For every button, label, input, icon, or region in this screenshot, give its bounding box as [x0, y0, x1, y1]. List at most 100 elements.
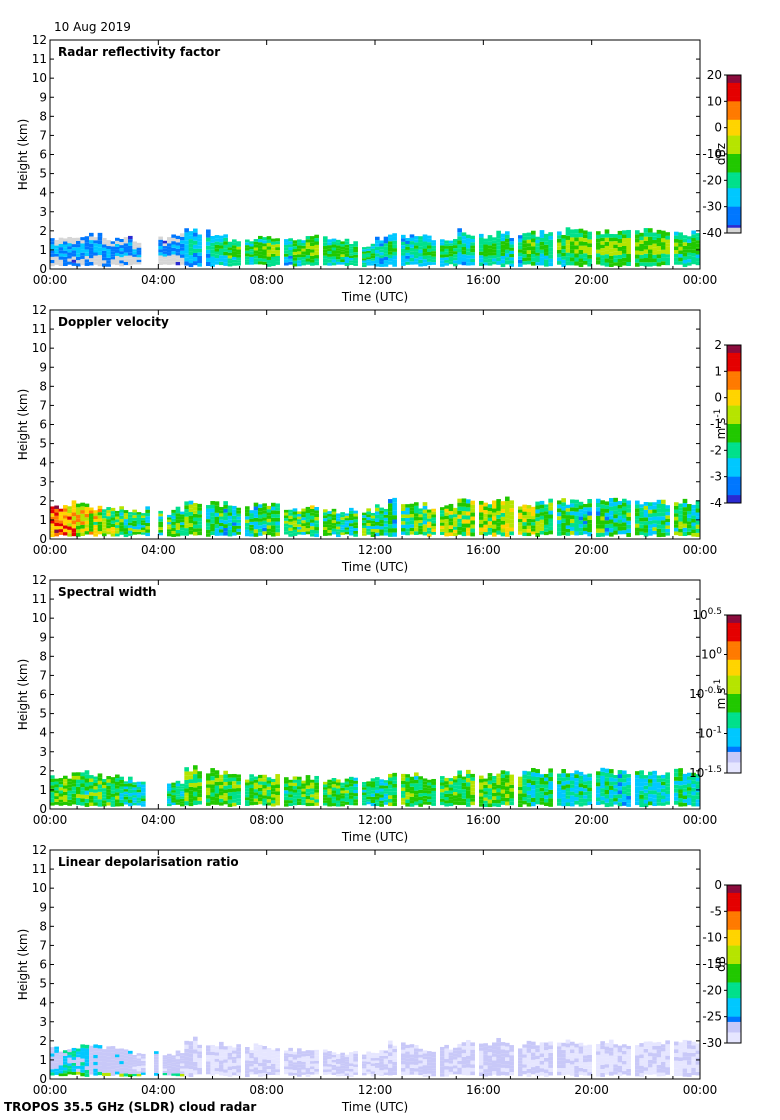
heatmap-cell [93, 786, 98, 790]
heatmap-cell [366, 263, 371, 266]
heatmap-cell [249, 784, 254, 789]
heatmap-cell [245, 1050, 250, 1054]
heatmap-cell [266, 522, 272, 526]
heatmap-cell [145, 512, 150, 517]
heatmap-cell [522, 257, 527, 262]
heatmap-cell [565, 525, 571, 529]
heatmap-cell [123, 1067, 129, 1071]
heatmap-cell [54, 793, 59, 797]
heatmap-cell [544, 262, 549, 267]
heatmap-cell [76, 240, 81, 245]
heatmap-cell [609, 781, 614, 786]
heatmap-cell [123, 252, 129, 256]
heatmap-cell [310, 242, 315, 246]
heatmap-cell [245, 256, 250, 260]
heatmap-cell [323, 797, 328, 801]
heatmap-cell [362, 530, 367, 534]
heatmap-cell [604, 794, 610, 799]
heatmap-cell [275, 247, 280, 251]
heatmap-cell [392, 255, 397, 260]
heatmap-cell [466, 519, 471, 524]
heatmap-cell [461, 531, 467, 537]
heatmap-cell [409, 1054, 415, 1058]
heatmap-cell [175, 788, 181, 792]
heatmap-cell [574, 253, 579, 258]
heatmap-cell [340, 1057, 345, 1061]
heatmap-cell [180, 530, 185, 533]
heatmap-cell [509, 260, 514, 264]
colorbar-segment [727, 426, 741, 430]
heatmap-cell [405, 784, 410, 789]
heatmap-cell [479, 531, 484, 536]
heatmap-cell [175, 1056, 181, 1060]
heatmap-cell [84, 239, 90, 243]
heatmap-cell [76, 503, 81, 508]
heatmap-cell [297, 801, 302, 805]
heatmap-cell [648, 258, 653, 263]
colorbar-segment [727, 694, 741, 697]
heatmap-cell [643, 245, 649, 250]
heatmap-cell [63, 1067, 68, 1071]
heatmap-cell [344, 513, 350, 516]
colorbar-segment [727, 765, 741, 769]
heatmap-cell [409, 1067, 415, 1072]
heatmap-cell [193, 517, 198, 522]
heatmap-cell [171, 524, 176, 528]
heatmap-cell [587, 254, 592, 259]
heatmap-cell [682, 788, 688, 792]
heatmap-cell [466, 798, 471, 803]
heatmap-cell [214, 524, 220, 529]
heatmap-cell [327, 527, 332, 531]
heatmap-cell [492, 520, 497, 525]
heatmap-cell [656, 246, 662, 251]
heatmap-cell [80, 1062, 85, 1066]
heatmap-cell [266, 512, 272, 516]
heatmap-cell [336, 250, 341, 254]
heatmap-cell [526, 529, 532, 533]
heatmap-cell [388, 511, 393, 516]
heatmap-cell [409, 510, 415, 515]
heatmap-cell [448, 1069, 454, 1072]
heatmap-cell [409, 503, 415, 508]
heatmap-cell [336, 800, 341, 804]
heatmap-cell [665, 797, 670, 802]
heatmap-cell [275, 250, 280, 254]
heatmap-cell [58, 1073, 64, 1077]
colorbar-segment [727, 672, 741, 676]
heatmap-cell [570, 245, 575, 250]
heatmap-cell [50, 798, 55, 803]
plot-area-4 [50, 850, 700, 1079]
heatmap-cell [379, 252, 384, 256]
heatmap-cell [604, 789, 610, 795]
heatmap-cell [197, 263, 202, 267]
heatmap-cell [492, 803, 497, 807]
heatmap-cell [258, 1052, 263, 1056]
heatmap-cell [522, 785, 527, 790]
heatmap-cell [323, 1060, 328, 1064]
heatmap-cell [617, 242, 623, 247]
heatmap-cell [297, 519, 302, 522]
heatmap-cell [448, 784, 454, 788]
heatmap-cell [232, 1059, 237, 1063]
heatmap-cell [695, 520, 701, 525]
heatmap-cell [518, 245, 523, 250]
heatmap-cell [171, 1071, 176, 1074]
heatmap-cell [461, 239, 467, 244]
heatmap-cell [210, 776, 215, 781]
heatmap-cell [80, 502, 85, 507]
heatmap-cell [141, 1056, 146, 1059]
heatmap-cell [232, 239, 237, 243]
heatmap-cell [487, 252, 493, 256]
heatmap-cell [557, 520, 562, 525]
colorbar-tick-label: 2 [714, 338, 722, 352]
heatmap-cell [578, 523, 584, 528]
heatmap-cell [223, 1049, 228, 1053]
heatmap-cell [366, 799, 371, 802]
heatmap-cell [539, 249, 545, 254]
heatmap-cell [301, 786, 306, 789]
heatmap-cell [635, 778, 640, 783]
heatmap-cell [427, 1062, 432, 1066]
heatmap-cell [50, 775, 55, 779]
heatmap-cell [492, 1063, 497, 1068]
heatmap-cell [401, 255, 406, 259]
